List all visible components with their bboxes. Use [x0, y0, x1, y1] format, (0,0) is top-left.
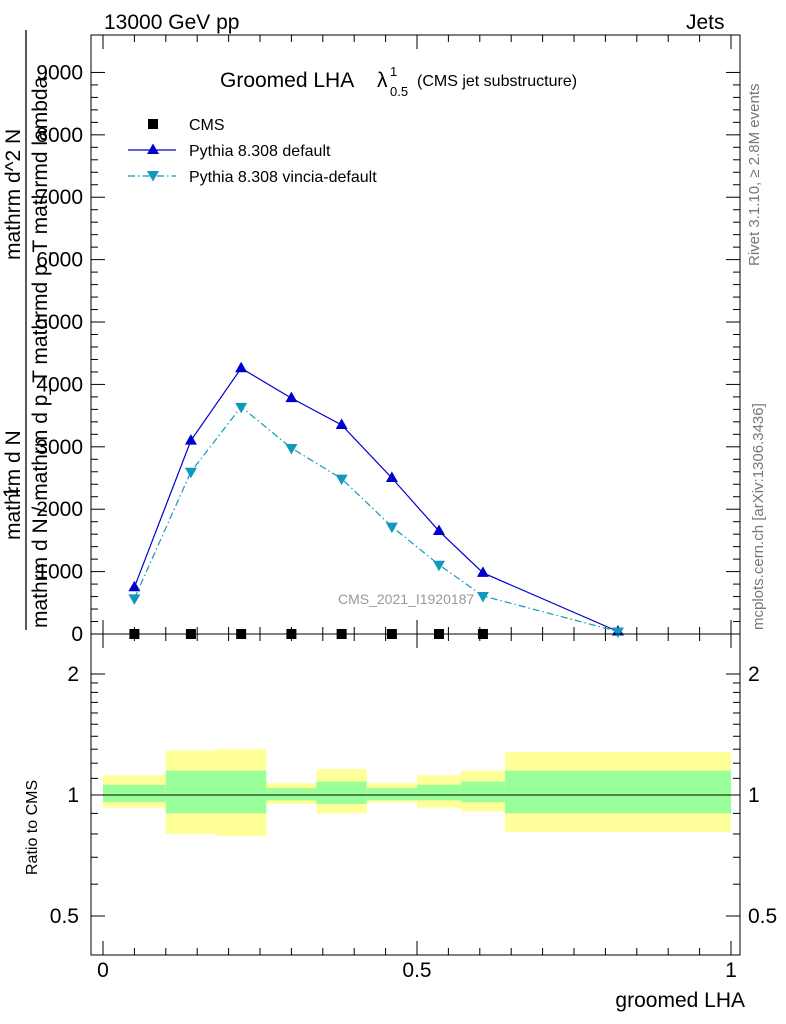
pythia-vincia-point: [476, 591, 489, 603]
pythia-vincia-point: [128, 594, 141, 605]
legend-label-cms: CMS: [189, 117, 225, 134]
main-y-tick-label: 0: [71, 623, 83, 646]
legend-label-pythia-default: Pythia 8.308 default: [189, 143, 331, 160]
pythia-vincia-point: [385, 522, 398, 534]
pythia-vincia-point: [335, 474, 348, 486]
ratio-x-tick-label: 0.5: [402, 959, 431, 982]
ratio-inner-band: [316, 781, 367, 804]
ratio-y-tick-label-right: 1: [748, 784, 760, 807]
main-y-tick-label: 3000: [36, 436, 83, 459]
plot-title-subscript: 0.5: [390, 84, 408, 99]
legend-marker-square: [148, 119, 158, 129]
ratio-y-tick-label: 0.5: [50, 905, 79, 928]
ratio-y-tick-label: 2: [67, 663, 79, 686]
main-y-tick-label: 9000: [36, 61, 83, 84]
pythia-default-point: [128, 580, 141, 592]
ratio-inner-band: [504, 770, 731, 814]
watermark: CMS_2021_I1920187: [338, 591, 474, 607]
category-label: Jets: [686, 11, 725, 34]
ratio-x-tick-labels: 0 0.5 1: [97, 959, 737, 982]
pythia-default-point: [432, 524, 445, 536]
ratio-y-tick-labels: 0.5 0.5 1 1 2 2: [50, 663, 777, 928]
ratio-inner-band: [460, 781, 505, 803]
y-axis-label-denominator: mathrm d N / mathrm d p_T mathrmd p_T ma…: [29, 76, 52, 628]
ratio-y-tick-label-right: 0.5: [748, 905, 777, 928]
plot-title-symbol: λ: [377, 69, 388, 92]
main-y-tick-label: 6000: [36, 249, 83, 272]
pythia-default-point: [235, 361, 248, 373]
y-axis-label-one: 1: [0, 486, 23, 498]
ratio-inner-band: [366, 788, 417, 801]
pythia-vincia-point: [285, 444, 298, 455]
ratio-inner-band: [417, 784, 461, 801]
main-y-tick-label: 7000: [36, 186, 83, 209]
pythia-default-point: [285, 391, 298, 403]
ratio-inner-band: [103, 784, 166, 803]
ratio-inner-band: [266, 788, 317, 801]
plot-title: Groomed LHA λ 1 0.5 (CMS jet substructur…: [220, 64, 577, 99]
legend-marker-triangle-up: [147, 143, 159, 154]
pythia-default-point: [385, 471, 398, 483]
plot-title-text: Groomed LHA: [220, 69, 354, 92]
mcplots-text: mcplots.cern.ch [arXiv:1306.3436]: [750, 403, 767, 630]
ratio-y-axis-label: Ratio to CMS: [24, 780, 41, 875]
x-axis-label: groomed LHA: [615, 989, 745, 1012]
legend: CMS Pythia 8.308 default Pythia 8.308 vi…: [128, 117, 377, 186]
ratio-y-tick-label-right: 2: [748, 663, 760, 686]
legend-label-pythia-vincia: Pythia 8.308 vincia-default: [189, 169, 377, 186]
pythia-default-point: [184, 434, 197, 445]
main-y-tick-label: 8000: [36, 124, 83, 147]
plot-subtitle: (CMS jet substructure): [417, 73, 577, 90]
ratio-inner-band: [216, 770, 267, 814]
plot-title-superscript: 1: [390, 64, 397, 79]
pythia-default-point: [335, 418, 348, 429]
ratio-y-tick-label: 1: [67, 784, 79, 807]
main-y-tick-label: 4000: [36, 373, 83, 396]
rivet-version-text: Rivet 3.1.10, ≥ 2.8M events: [746, 83, 763, 267]
ratio-x-tick-label: 1: [725, 959, 737, 982]
ratio-axis-ticks: [91, 634, 740, 955]
main-y-tick-label: 1000: [36, 561, 83, 584]
main-y-tick-labels: 0 1000 2000 3000 4000 5000 6000 7000 8000 9000: [36, 61, 83, 646]
legend-item-pythia-vincia: Pythia 8.308 vincia-default: [128, 169, 377, 186]
ratio-plot-frame: [90, 633, 741, 956]
ratio-uncertainty-bands: [103, 749, 731, 837]
y-axis-label-numerator: mathrm d^2 N: [2, 129, 25, 260]
pythia-vincia-point: [184, 467, 197, 479]
main-y-tick-label: 5000: [36, 311, 83, 334]
main-y-axis-label: mathrm d^2 N mathrm d N 1 mathrm d N / m…: [0, 30, 52, 630]
legend-item-pythia-default: Pythia 8.308 default: [128, 143, 331, 160]
ratio-plot: 0.5 0.51 12 2 0 0.5 1 Ratio to CMS groomed LH…: [24, 633, 777, 1012]
main-y-tick-label: 2000: [36, 498, 83, 521]
energy-label: 13000 GeV pp: [104, 11, 240, 34]
y-axis-label-numerator-2: mathrm d N: [2, 430, 25, 540]
legend-marker-triangle-down: [147, 171, 159, 182]
pythia-vincia-point: [432, 560, 445, 572]
main-plot: 0 1000 2000 3000 4000 5000 6000 7000 8000 9000 CM…: [0, 30, 741, 646]
pythia-vincia-point: [235, 402, 248, 414]
ratio-inner-band: [165, 770, 217, 814]
legend-item-cms: CMS: [148, 117, 225, 134]
pythia-vincia-point: [611, 627, 624, 639]
pythia-default-point: [476, 566, 489, 577]
ratio-x-tick-label: 0: [97, 959, 109, 982]
main-axis-ticks: [91, 35, 740, 635]
